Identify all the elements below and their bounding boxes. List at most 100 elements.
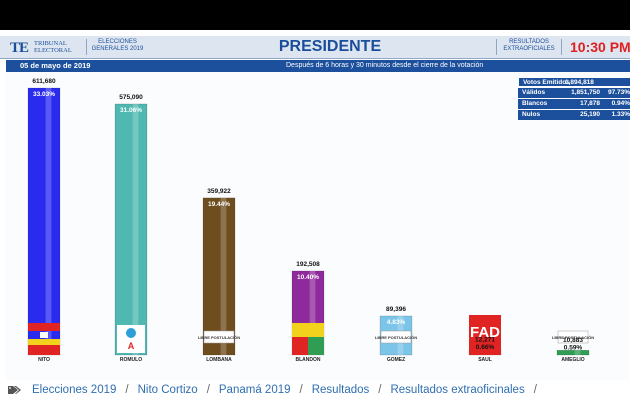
bar-highlight (45, 88, 52, 355)
logo-name-line1: TRIBUNAL (34, 40, 67, 47)
bar-vote-label: 10,883 (563, 337, 583, 344)
candidate-label: LOMBANA (206, 357, 232, 363)
stat-value: 1,894,818 (565, 79, 594, 86)
results-line2: EXTRAOFICIALES (503, 46, 555, 52)
bar-percent-label: 10.40% (297, 274, 319, 281)
bar-percent-label: 4.83% (387, 319, 406, 326)
logo-name-line2: ELECTORAL (34, 47, 72, 54)
elections-label: ELECCIONES GENERALES 2019 (86, 39, 148, 55)
candidate-label: ROMULO (120, 357, 142, 363)
logo-bg (557, 330, 589, 344)
breadcrumb: Elecciones 2019 / Nito Cortizo / Panamá 2019… (0, 380, 630, 400)
stat-label: Votos Emitidos (523, 79, 570, 86)
bar-percent-label: 33.03% (33, 91, 55, 98)
vote-stats-panel: Votos Emitidos 1,894,818 Válidos 1,851,7… (518, 77, 630, 121)
bar-vote-label: 89,396 (386, 306, 406, 313)
report-time: 10:30 PM (570, 39, 630, 55)
logo-bg (203, 330, 235, 344)
stat-label: Blancos (522, 100, 548, 107)
logo-mark (40, 332, 48, 338)
results-header: TE TRIBUNAL ELECTORAL ELECCIONES GENERAL… (0, 36, 630, 59)
bar-chart: 611,680 33.03% NITO A 575,090 31.06% ROMULO LIB… (27, 78, 594, 363)
tribunal-electoral-logo: TE TRIBUNAL ELECTORAL (10, 39, 72, 57)
logo-stripe (292, 323, 324, 337)
candidate-label: AMEGLIO (561, 357, 584, 363)
bar-percent-label: 0.59% (564, 345, 583, 352)
subheader-bar: 05 de mayo de 2019 Después de 6 horas y … (6, 60, 630, 72)
tags-icon (8, 386, 21, 394)
logo-stripe (308, 337, 324, 355)
party-logo-libre-postulacion: LIBRE POSTULACIÓN (198, 330, 240, 344)
bar-highlight (309, 270, 316, 355)
breadcrumb-links: Elecciones 2019 / Nito Cortizo / Panamá 2019… (32, 380, 546, 400)
bar-percent-label: 31.06% (120, 107, 142, 114)
elections-line2: GENERALES 2019 (91, 46, 144, 52)
logo-text: A (128, 341, 135, 351)
bar-vote-label: 575,090 (119, 94, 143, 101)
bar-percent-label: 19.44% (208, 201, 230, 208)
stat-row-emitted: Votos Emitidos 1,894,818 (518, 77, 630, 87)
stat-row-null: Nulos 25,190 1.33% (518, 110, 630, 120)
bar-lombana (202, 197, 236, 356)
stat-percent: 0.94% (611, 100, 630, 107)
stat-label: Nulos (522, 111, 541, 118)
breadcrumb-link-elecciones[interactable]: Elecciones 2019 (32, 384, 117, 396)
bar-vote-label: 12,271 (475, 337, 495, 344)
breadcrumb-separator: / (378, 384, 382, 396)
logo-stripe (28, 345, 60, 355)
logo-text: LIBRE POSTULACIÓN (198, 335, 240, 340)
elections-line1: ELECCIONES (98, 39, 137, 45)
stat-percent: 97.73% (607, 89, 630, 96)
stat-value: 1,851,750 (571, 89, 600, 96)
logo-stripe (28, 323, 60, 331)
bar-vote-label: 611,680 (32, 78, 56, 85)
logo-stripe (28, 339, 60, 345)
breadcrumb-separator: / (206, 384, 210, 396)
stat-value: 25,190 (580, 111, 600, 118)
breadcrumb-separator: / (125, 384, 129, 396)
logo-initials: TE (10, 40, 29, 56)
candidate-label: NITO (38, 357, 50, 363)
party-logo-fad: FAD (469, 315, 501, 355)
breadcrumb-link-resultados[interactable]: Resultados (311, 384, 370, 396)
stat-percent: 1.33% (611, 111, 630, 118)
bar-vote-label: 359,922 (207, 188, 231, 195)
chart-title: PRESIDENTE (278, 38, 382, 55)
stat-row-blank: Blancos 17,878 0.94% (518, 99, 630, 109)
logo-text: FAD (470, 324, 500, 341)
logo-mark (126, 328, 136, 338)
results-type-label: RESULTADOS EXTRAOFICIALES (496, 39, 562, 55)
party-logo-cd: A (117, 325, 145, 353)
logo-bg (469, 315, 501, 355)
bar-nito (27, 87, 61, 356)
candidate-label: GOMEZ (387, 357, 405, 363)
logo-name: TRIBUNAL ELECTORAL (34, 40, 94, 54)
breadcrumb-link-resultados-extraoficinales[interactable]: Resultados extraoficinales (390, 384, 525, 396)
candidate-label: SAUL (478, 357, 492, 363)
breadcrumb-separator-trailing: / (533, 384, 537, 396)
party-logo-panamenista-popular (292, 323, 324, 355)
candidate-label: BLANDON (296, 357, 321, 363)
party-logo-libre-postulacion: LIBRE POSTULACIÓN (375, 330, 417, 344)
results-line1: RESULTADOS (509, 39, 549, 45)
breadcrumb-link-panama-2019[interactable]: Panamá 2019 (218, 384, 291, 396)
report-date: 05 de mayo de 2019 (20, 61, 91, 70)
results-frame: TE TRIBUNAL ELECTORAL ELECCIONES GENERAL… (0, 30, 630, 380)
report-note: Después de 6 horas y 30 minutos desde el… (286, 62, 484, 69)
stat-row-valid: Válidos 1,851,750 97.73% (518, 88, 630, 98)
bar-highlight (220, 197, 227, 355)
breadcrumb-link-nito-cortizo[interactable]: Nito Cortizo (137, 384, 198, 396)
top-black-bar (0, 0, 630, 30)
breadcrumb-separator: / (299, 384, 303, 396)
logo-text: LIBRE POSTULACIÓN (552, 335, 594, 340)
logo-text: LIBRE POSTULACIÓN (375, 335, 417, 340)
bar-highlight (574, 350, 581, 355)
logo-stripe (292, 337, 308, 355)
party-logo-libre-postulacion: LIBRE POSTULACIÓN (552, 330, 594, 344)
party-logo-prd-molirena (28, 323, 60, 355)
bar-ameglio (556, 349, 590, 356)
bar-percent-label: 0.66% (476, 344, 495, 351)
chart-area: 611,680 33.03% NITO A 575,090 31.06% ROMULO LIB… (6, 72, 630, 380)
logo-bg (380, 330, 412, 344)
stat-value: 17,878 (580, 100, 600, 107)
